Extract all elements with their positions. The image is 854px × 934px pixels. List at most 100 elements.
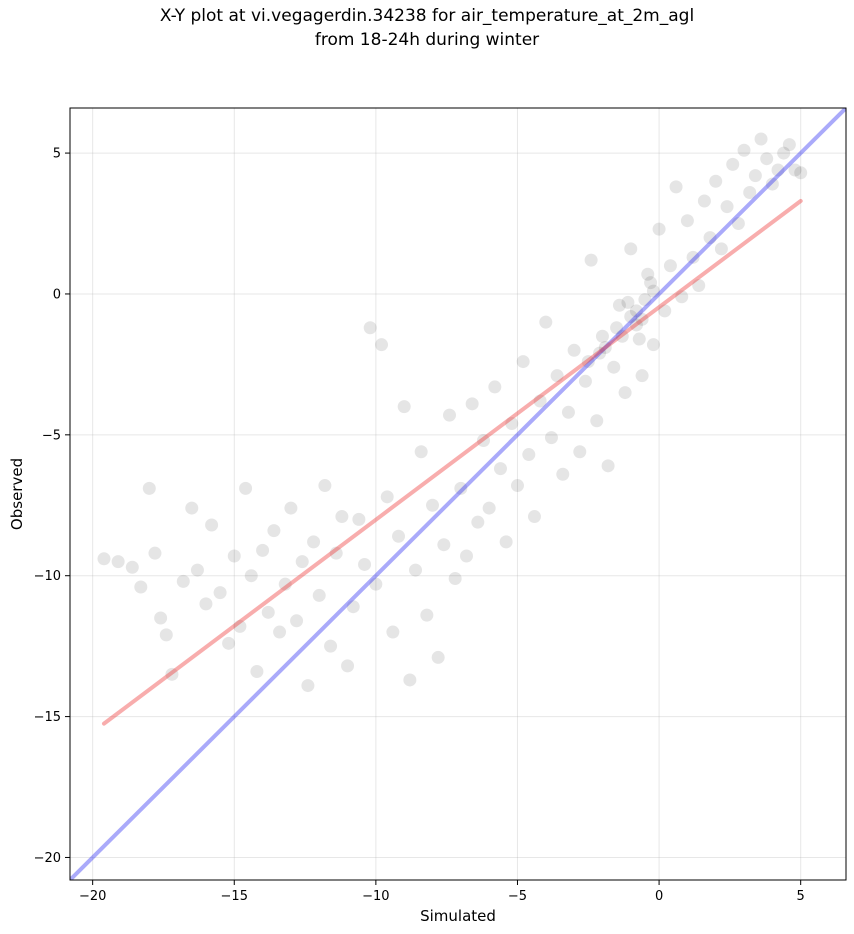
- scatter-point: [324, 639, 338, 653]
- regression-line: [101, 198, 803, 726]
- scatter-point: [680, 214, 694, 228]
- scatter-point: [561, 405, 575, 419]
- scatter-point: [301, 679, 315, 693]
- scatter-point: [358, 557, 372, 571]
- scatter-point: [714, 242, 728, 256]
- scatter-point: [142, 481, 156, 495]
- scatter-point: [290, 614, 304, 628]
- scatter-point: [493, 462, 507, 476]
- scatter-point: [307, 535, 321, 549]
- scatter-point: [621, 295, 635, 309]
- y-axis-label: Observed: [8, 458, 26, 530]
- scatter-point: [635, 369, 649, 383]
- scatter-point: [134, 580, 148, 594]
- scatter-point: [539, 315, 553, 329]
- scatter-point: [581, 355, 595, 369]
- scatter-point: [154, 611, 168, 625]
- scatter-point: [726, 157, 740, 171]
- scatter-point: [111, 555, 125, 569]
- scatter-point: [392, 529, 406, 543]
- scatter-point: [409, 563, 423, 577]
- scatter-point: [295, 555, 309, 569]
- scatter-point: [527, 510, 541, 524]
- scatter-point: [185, 501, 199, 515]
- scatter-point: [632, 332, 646, 346]
- scatter-point: [754, 132, 768, 146]
- scatter-point: [159, 628, 173, 642]
- scatter-point: [165, 667, 179, 681]
- scatter-point: [765, 177, 779, 191]
- scatter-point: [629, 318, 643, 332]
- scatter-point: [312, 588, 326, 602]
- scatter-point: [482, 501, 496, 515]
- scatter-point: [205, 518, 219, 532]
- y-tick-label: −15: [34, 710, 61, 725]
- scatter-point: [788, 163, 802, 177]
- scatter-point: [267, 524, 281, 538]
- scatter-point: [488, 380, 502, 394]
- scatter-point: [510, 479, 524, 493]
- scatter-point: [222, 636, 236, 650]
- scatter-point: [369, 577, 383, 591]
- scatter-point: [748, 169, 762, 183]
- scatter-point: [590, 414, 604, 428]
- scatter-point: [663, 259, 677, 273]
- axis-ticks: −20 −15 −10 −5 0 5 −20 −15 −10 −5 0 5: [34, 147, 805, 904]
- scatter-point: [363, 321, 377, 335]
- scatter-point: [471, 515, 485, 529]
- scatter-point: [584, 253, 598, 267]
- scatter-point: [244, 569, 258, 583]
- scatter-point: [544, 431, 558, 445]
- scatter-point: [380, 490, 394, 504]
- scatter-point: [199, 597, 213, 611]
- scatter-point: [646, 284, 660, 298]
- scatter-point: [669, 180, 683, 194]
- scatter-point: [644, 276, 658, 290]
- scatter-point: [403, 673, 417, 687]
- scatter-point: [646, 338, 660, 352]
- scatter-point: [550, 369, 564, 383]
- y-tick-label: 0: [53, 287, 61, 302]
- y-tick-label: −10: [34, 569, 61, 584]
- scatter-point: [437, 538, 451, 552]
- x-tick-label: 5: [797, 889, 805, 904]
- scatter-point: [476, 433, 490, 447]
- scatter-point: [709, 174, 723, 188]
- scatter-point: [578, 374, 592, 388]
- scatter-point: [737, 143, 751, 157]
- x-tick-label: 0: [655, 889, 663, 904]
- scatter-point: [595, 329, 609, 343]
- scatter-point: [465, 397, 479, 411]
- scatter-point: [567, 343, 581, 357]
- scatter-point: [777, 146, 791, 160]
- scatter-point: [533, 394, 547, 408]
- plot-area-frame: [69, 107, 847, 881]
- scatter-point: [629, 304, 643, 318]
- scatter-point: [227, 549, 241, 563]
- scatter-point: [250, 665, 264, 679]
- scatter-point: [233, 619, 247, 633]
- scatter-point: [284, 501, 298, 515]
- scatter-point: [459, 549, 473, 563]
- scatter-point: [794, 166, 808, 180]
- y-tick-label: −5: [42, 428, 61, 443]
- scatter-point: [641, 267, 655, 281]
- scatter-point: [703, 231, 717, 245]
- scatter-point: [692, 279, 706, 293]
- scatter-point: [601, 459, 615, 473]
- scatter-point: [273, 625, 287, 639]
- scatter-point: [97, 552, 111, 566]
- scatter-point: [771, 163, 785, 177]
- scatter-point: [624, 242, 638, 256]
- reference-lines: [70, 108, 846, 880]
- scatter-point: [760, 152, 774, 166]
- scatter-point: [652, 222, 666, 236]
- scatter-point: [256, 543, 270, 557]
- scatter-point: [397, 400, 411, 414]
- grid-lines: [70, 108, 846, 880]
- scatter-points: [97, 132, 808, 693]
- scatter-point: [618, 386, 632, 400]
- scatter-point: [505, 417, 519, 431]
